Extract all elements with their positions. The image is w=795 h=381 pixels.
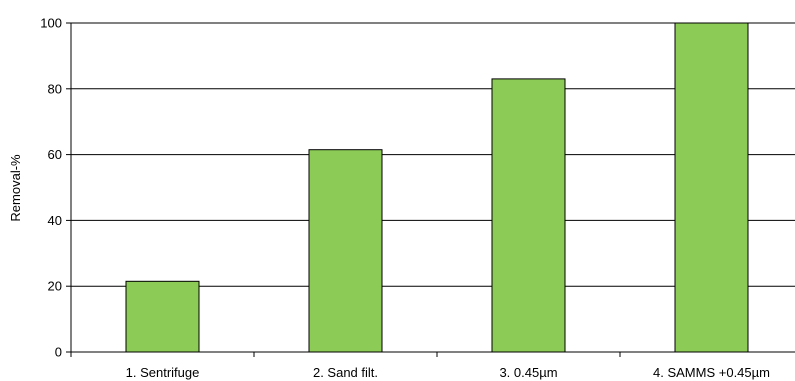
bar-3 [491, 78, 566, 353]
x-tick-label: 3. 0.45µm [499, 365, 557, 380]
bar-1 [125, 280, 200, 353]
bar-2 [308, 149, 383, 353]
y-tick-label: 40 [48, 213, 62, 228]
x-tick-label: 1. Sentrifuge [126, 365, 200, 380]
y-tick-label: 100 [40, 16, 62, 31]
x-tick-label: 4. SAMMS +0.45µm [653, 365, 770, 380]
axes [66, 22, 795, 357]
y-tick-label: 60 [48, 147, 62, 162]
bars [125, 22, 749, 353]
y-tick-label: 80 [48, 81, 62, 96]
y-tick-label: 0 [55, 345, 62, 360]
y-axis-title: Removal-% [8, 154, 23, 222]
y-tick-label: 20 [48, 279, 62, 294]
y-tick-labels: 0 20 40 60 80 100 [40, 16, 62, 360]
x-tick-label: 2. Sand filt. [313, 365, 378, 380]
x-tick-labels: 1. Sentrifuge 2. Sand filt. 3. 0.45µm 4. SA… [126, 365, 770, 380]
bar-4 [674, 22, 749, 353]
